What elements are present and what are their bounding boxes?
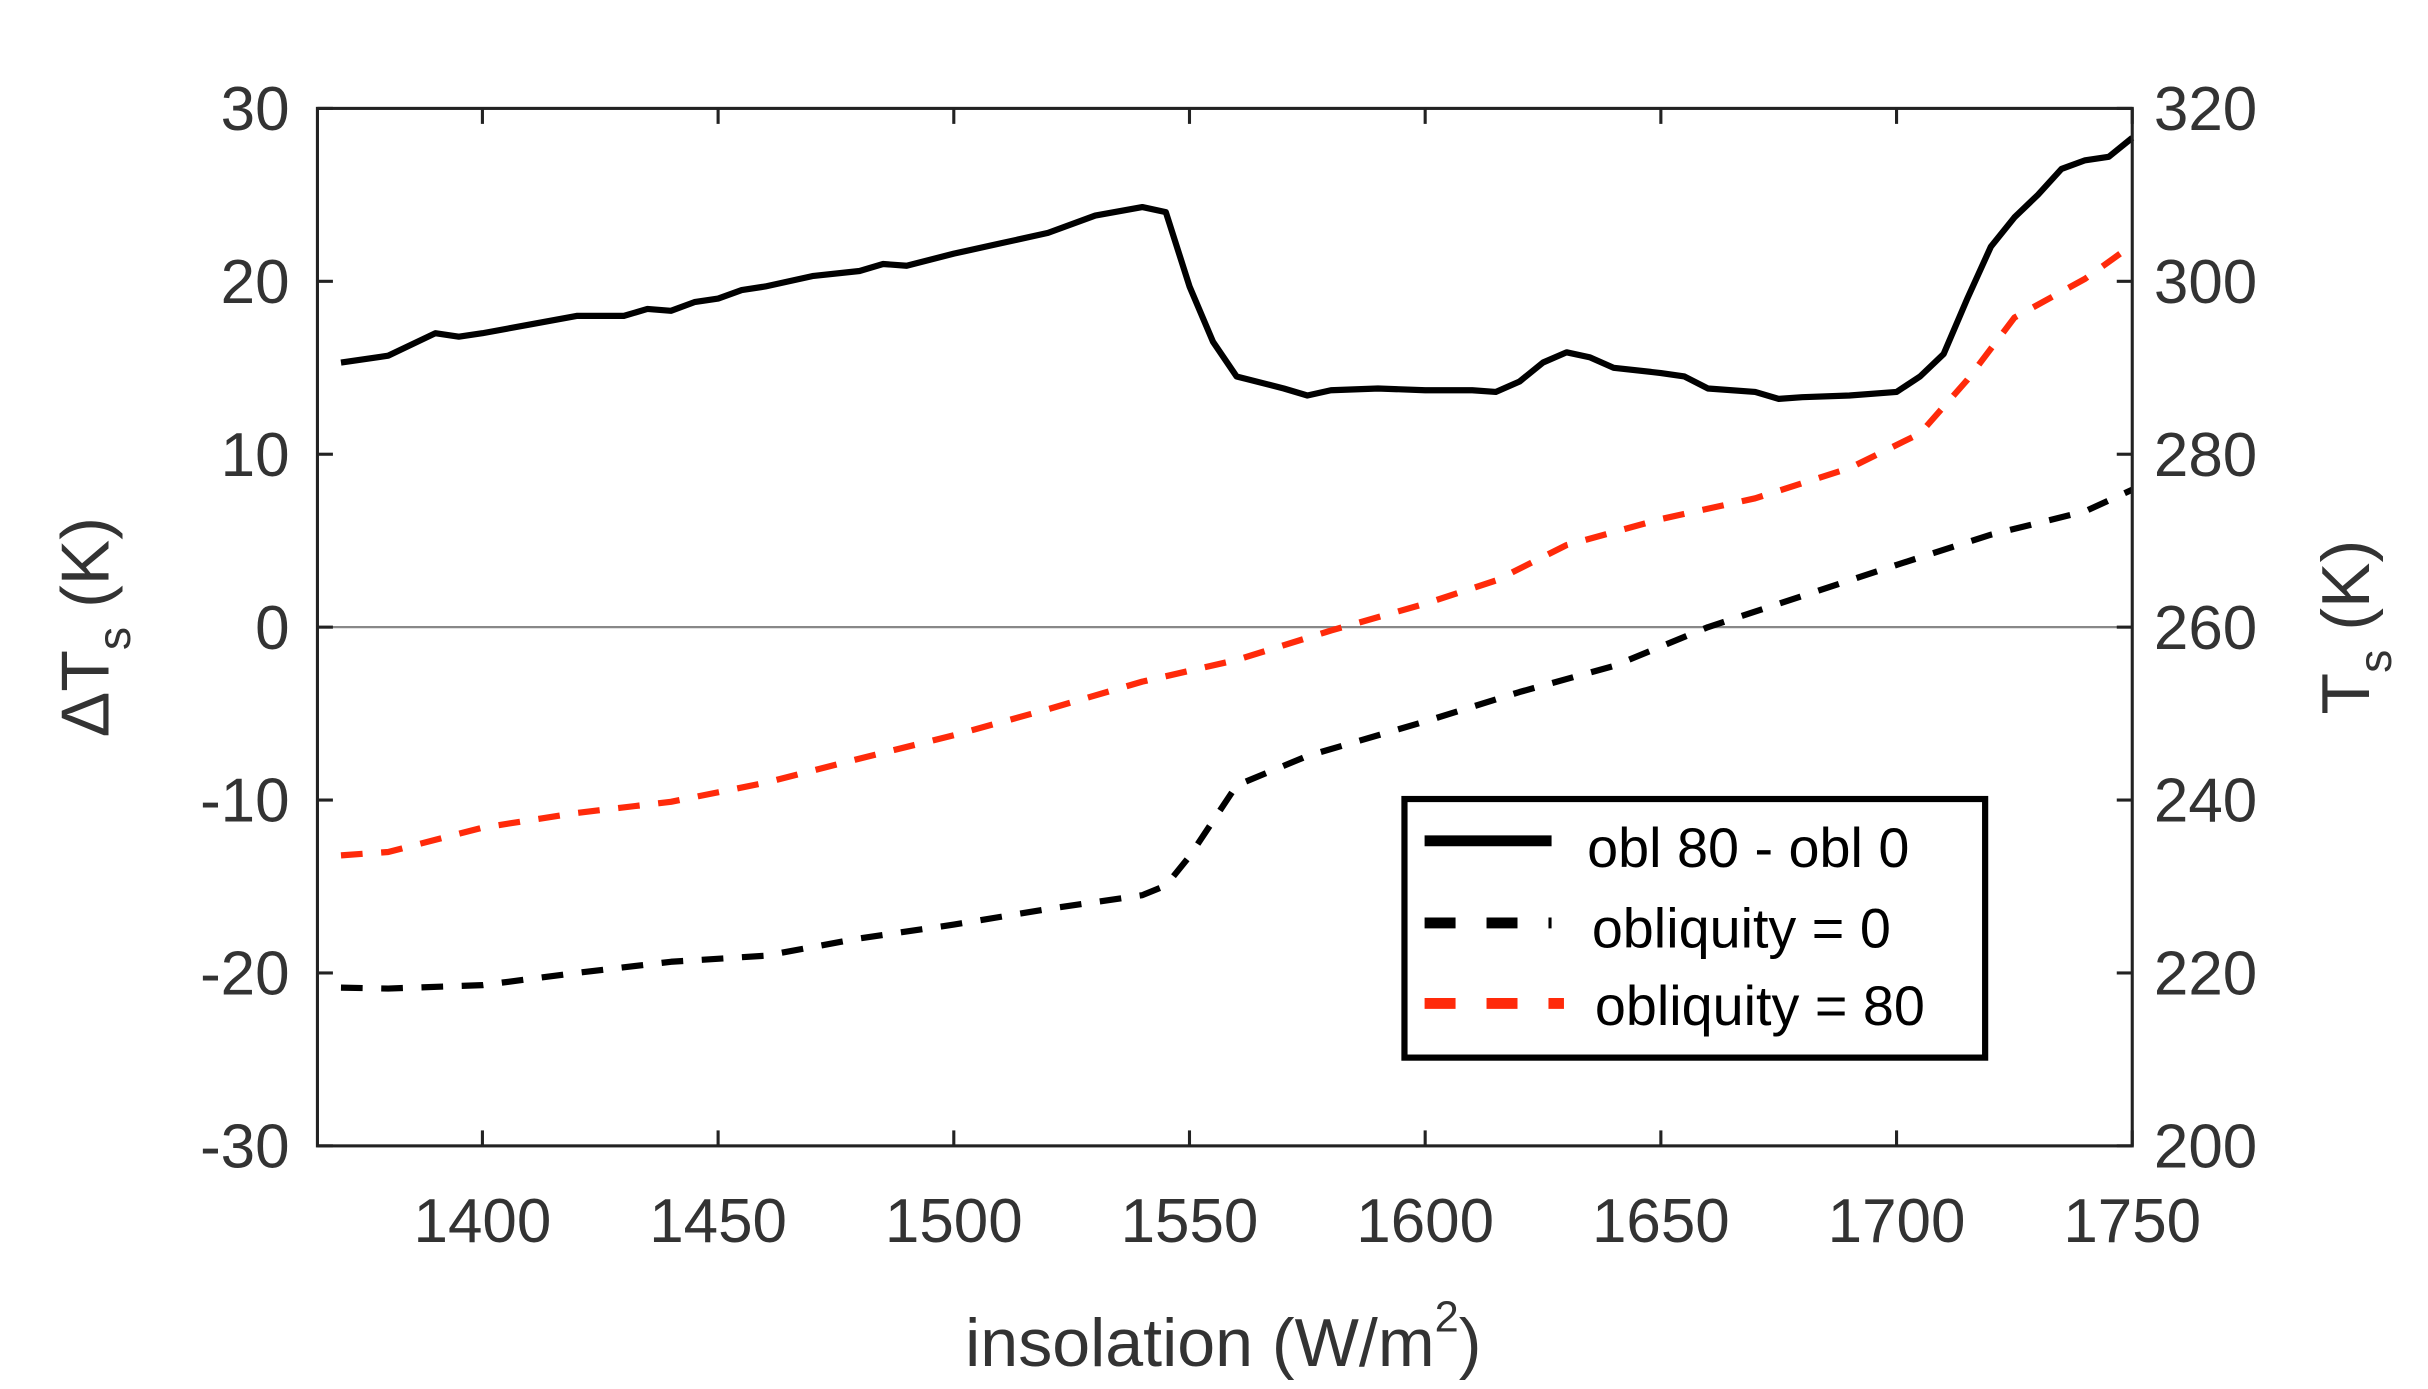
y-left-tick-label: 20 bbox=[221, 248, 290, 317]
ticks: 1400 1450 1500 1550 1600 1650 1700 1750 -30 -20 -1… bbox=[200, 75, 2257, 1256]
legend-label-0: obl 80 - obl 0 bbox=[1587, 817, 1909, 879]
y-left-main: ΔT bbox=[47, 650, 123, 737]
x-axis-label: insolation (W/m2) bbox=[965, 1294, 1481, 1381]
y-left-tick-label: -30 bbox=[200, 1113, 290, 1182]
y-right-tick-label: 300 bbox=[2154, 248, 2257, 317]
series-line-0 bbox=[340, 135, 2135, 402]
legend-label-1: obliquity = 0 bbox=[1592, 898, 1891, 960]
x-tick-label: 1750 bbox=[2063, 1187, 2201, 1256]
y-right-main: T bbox=[2308, 673, 2384, 715]
y-right-tick-label: 260 bbox=[2154, 594, 2257, 663]
x-tick-label: 1600 bbox=[1356, 1187, 1494, 1256]
y-axis-right-label: Ts (K) bbox=[2308, 540, 2401, 715]
plot-area bbox=[317, 135, 2135, 992]
y-right-tick-label: 220 bbox=[2154, 940, 2257, 1009]
y-left-tick-label: 10 bbox=[221, 421, 290, 490]
y-right-tick-label: 200 bbox=[2154, 1113, 2257, 1182]
x-label-main: insolation (W/m bbox=[965, 1305, 1434, 1381]
y-left-end: (K) bbox=[47, 517, 123, 627]
y-axis-left-label: ΔTs (K) bbox=[47, 517, 140, 737]
y-left-tick-label: -10 bbox=[200, 767, 290, 836]
y-left-tick-label: 0 bbox=[255, 594, 289, 663]
x-tick-label: 1450 bbox=[649, 1187, 787, 1256]
y-right-tick-label: 280 bbox=[2154, 421, 2257, 490]
x-tick-label: 1500 bbox=[885, 1187, 1023, 1256]
legend: obl 80 - obl 0 obliquity = 0 obliquity =… bbox=[1401, 795, 1989, 1061]
y-right-tick-label: 240 bbox=[2154, 767, 2257, 836]
y-right-end: (K) bbox=[2308, 540, 2384, 650]
x-tick-label: 1700 bbox=[1828, 1187, 1966, 1256]
y-left-tick-label: 30 bbox=[221, 75, 290, 144]
series-line-1 bbox=[340, 486, 2134, 992]
x-label-end: ) bbox=[1459, 1305, 1482, 1381]
x-tick-label: 1400 bbox=[414, 1187, 552, 1256]
x-label-sup: 2 bbox=[1435, 1294, 1459, 1342]
y-left-tick-label: -20 bbox=[200, 940, 290, 1009]
y-left-sub: s bbox=[88, 627, 140, 650]
legend-label-2: obliquity = 80 bbox=[1595, 975, 1925, 1037]
y-right-sub: s bbox=[2349, 650, 2401, 673]
x-tick-label: 1550 bbox=[1121, 1187, 1259, 1256]
series-line-2 bbox=[340, 242, 2135, 859]
y-right-tick-label: 320 bbox=[2154, 75, 2257, 144]
x-tick-label: 1650 bbox=[1592, 1187, 1730, 1256]
